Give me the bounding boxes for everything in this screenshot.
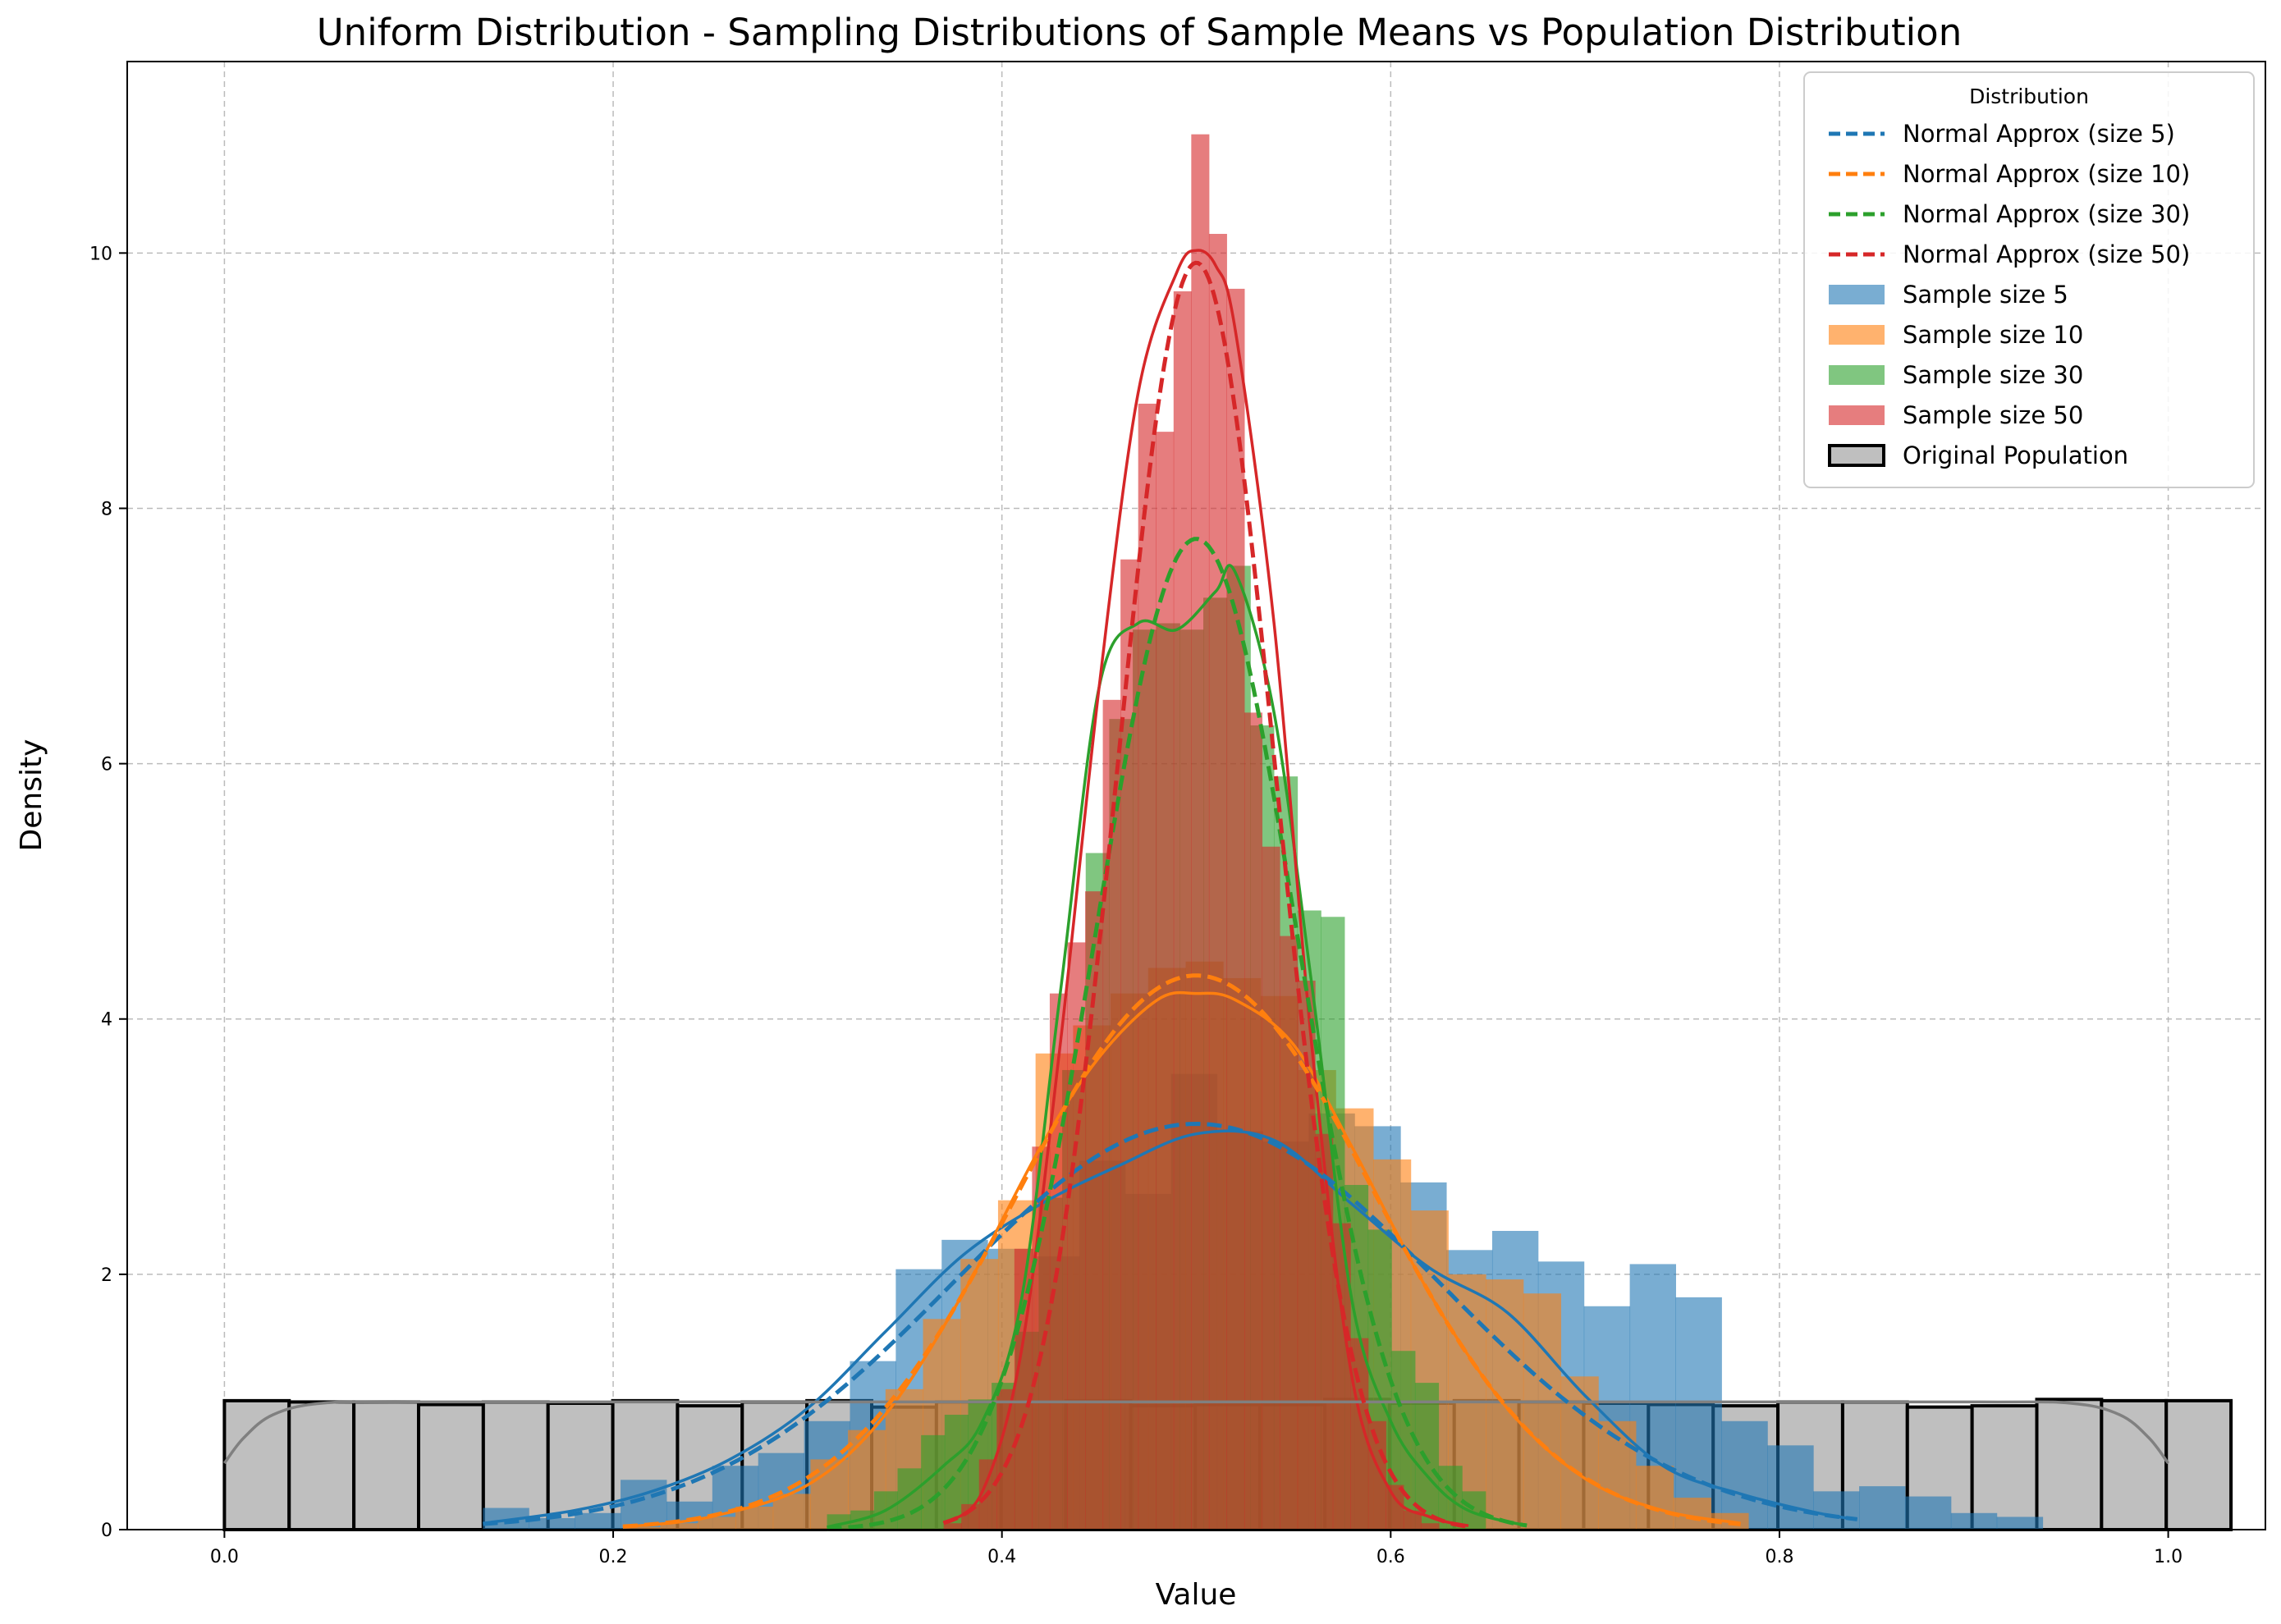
y-tick-label: 8 xyxy=(101,499,112,519)
sample-3-bar xyxy=(1403,1510,1422,1530)
x-tick-label: 0.6 xyxy=(1376,1547,1405,1567)
legend-patch-marker xyxy=(1829,325,1885,345)
sample-1-bar xyxy=(1523,1293,1562,1530)
sample-3-bar xyxy=(996,1388,1015,1530)
sample-2-bar xyxy=(897,1468,922,1530)
legend-patch-marker xyxy=(1829,405,1885,425)
sample-3-bar xyxy=(1120,559,1139,1530)
sample-1-bar xyxy=(660,1523,698,1530)
kde-line-4 xyxy=(222,1400,2170,1465)
population-bar xyxy=(416,1402,485,1532)
sample-0-bar xyxy=(1996,1516,2044,1530)
y-tick-label: 0 xyxy=(101,1521,112,1541)
kde-line-3 xyxy=(942,249,1469,1528)
y-tick-label: 6 xyxy=(101,755,112,775)
x-axis-label: Value xyxy=(1156,1578,1237,1612)
sample-3-bar xyxy=(1208,234,1227,1530)
legend-entry-label: Normal Approx (size 50) xyxy=(1903,240,2190,268)
y-axis-ticks: 0 2 4 6 8 10 xyxy=(89,244,127,1541)
sample-3-bar xyxy=(1386,1484,1404,1530)
x-tick-label: 0.0 xyxy=(210,1547,239,1567)
legend-entry-label: Sample size 30 xyxy=(1903,361,2083,389)
population-bar xyxy=(352,1400,420,1532)
normal-approx-line-0 xyxy=(483,1121,1857,1526)
sample-3-bar xyxy=(1226,288,1245,1530)
sample-3-bar xyxy=(1421,1523,1440,1530)
sample-3-bar xyxy=(1244,712,1263,1530)
chart-title: Uniform Distribution - Sampling Distribu… xyxy=(317,11,1962,54)
x-tick-label: 0.2 xyxy=(599,1547,628,1567)
y-tick-label: 10 xyxy=(89,244,112,264)
sample-3-bar xyxy=(1156,432,1175,1530)
legend-title: Distribution xyxy=(1969,85,2089,108)
kde-curves xyxy=(222,249,2170,1529)
x-axis-ticks: 0.0 0.2 0.4 0.6 0.8 1.0 xyxy=(210,1530,2183,1567)
sample-1-bar xyxy=(1635,1466,1674,1530)
legend-entry-label: Normal Approx (size 5) xyxy=(1903,120,2175,148)
sample-0-bar xyxy=(1859,1486,1906,1530)
sample-0-bar xyxy=(1767,1445,1814,1530)
sample-1-bar xyxy=(622,1526,662,1530)
sample-1-bar xyxy=(772,1494,811,1530)
sample-0-bar xyxy=(1904,1496,1952,1530)
sample-3-bar xyxy=(1332,1223,1351,1530)
population-bar xyxy=(1970,1404,2039,1531)
population-bar xyxy=(287,1400,356,1532)
normal-approx-curves xyxy=(483,260,1857,1531)
legend-entry-label: Normal Approx (size 30) xyxy=(1903,200,2190,228)
sample-3-bar xyxy=(1262,846,1280,1530)
normal-approx-line-1 xyxy=(622,973,1741,1529)
y-axis-label: Density xyxy=(15,739,48,852)
sample-3-bar xyxy=(961,1503,980,1530)
sample-3-bar xyxy=(1297,981,1316,1530)
x-tick-label: 1.0 xyxy=(2154,1547,2183,1567)
population-bar xyxy=(2164,1398,2233,1532)
x-tick-label: 0.4 xyxy=(987,1547,1016,1567)
sample-0-bar xyxy=(1813,1491,1860,1530)
sample-3-bar xyxy=(1049,993,1068,1530)
y-tick-label: 4 xyxy=(101,1010,112,1031)
population-bar xyxy=(2100,1398,2169,1532)
sample-0-bar xyxy=(529,1517,575,1530)
normal-approx-line-3 xyxy=(942,260,1469,1529)
legend: Distribution Normal Approx (size 5) Normal… xyxy=(1803,71,2255,488)
sample-3-bar xyxy=(1102,699,1121,1530)
sample-3-bar xyxy=(1280,936,1299,1530)
legend-entry-label: Normal Approx (size 10) xyxy=(1903,160,2190,188)
sample-3-bar xyxy=(1173,291,1192,1530)
sample-0-bar xyxy=(1950,1512,1998,1530)
plot-frame xyxy=(126,61,2266,1530)
kde-line-2 xyxy=(827,564,1528,1529)
sample-histograms xyxy=(483,134,2044,1530)
x-tick-label: 0.8 xyxy=(1765,1547,1793,1567)
y-tick-label: 2 xyxy=(101,1265,112,1286)
sample-3-bar xyxy=(1138,403,1157,1530)
normal-approx-line-2 xyxy=(827,537,1528,1531)
sample-3-bar xyxy=(1367,1420,1386,1530)
population-bar xyxy=(2035,1398,2104,1532)
sample-3-bar xyxy=(943,1523,962,1530)
legend-entry-label: Sample size 10 xyxy=(1903,321,2083,349)
sample-0-bar xyxy=(1675,1297,1722,1530)
sample-3-bar xyxy=(1067,942,1086,1530)
legend-patch-marker xyxy=(1829,365,1885,385)
kde-line-0 xyxy=(483,1129,1857,1525)
population-bar xyxy=(222,1398,291,1532)
sample-0-bar xyxy=(575,1512,621,1530)
legend-entry-label: Sample size 5 xyxy=(1903,281,2068,309)
sample-1-bar xyxy=(698,1516,736,1530)
sample-0-bar xyxy=(1721,1420,1768,1530)
legend-patch-marker xyxy=(1828,444,1885,467)
legend-entry-label: Original Population xyxy=(1903,441,2128,469)
sample-3-bar xyxy=(1191,134,1210,1530)
legend-entry-label: Sample size 50 xyxy=(1903,401,2083,429)
legend-box xyxy=(1803,71,2255,488)
legend-patch-marker xyxy=(1829,285,1885,304)
